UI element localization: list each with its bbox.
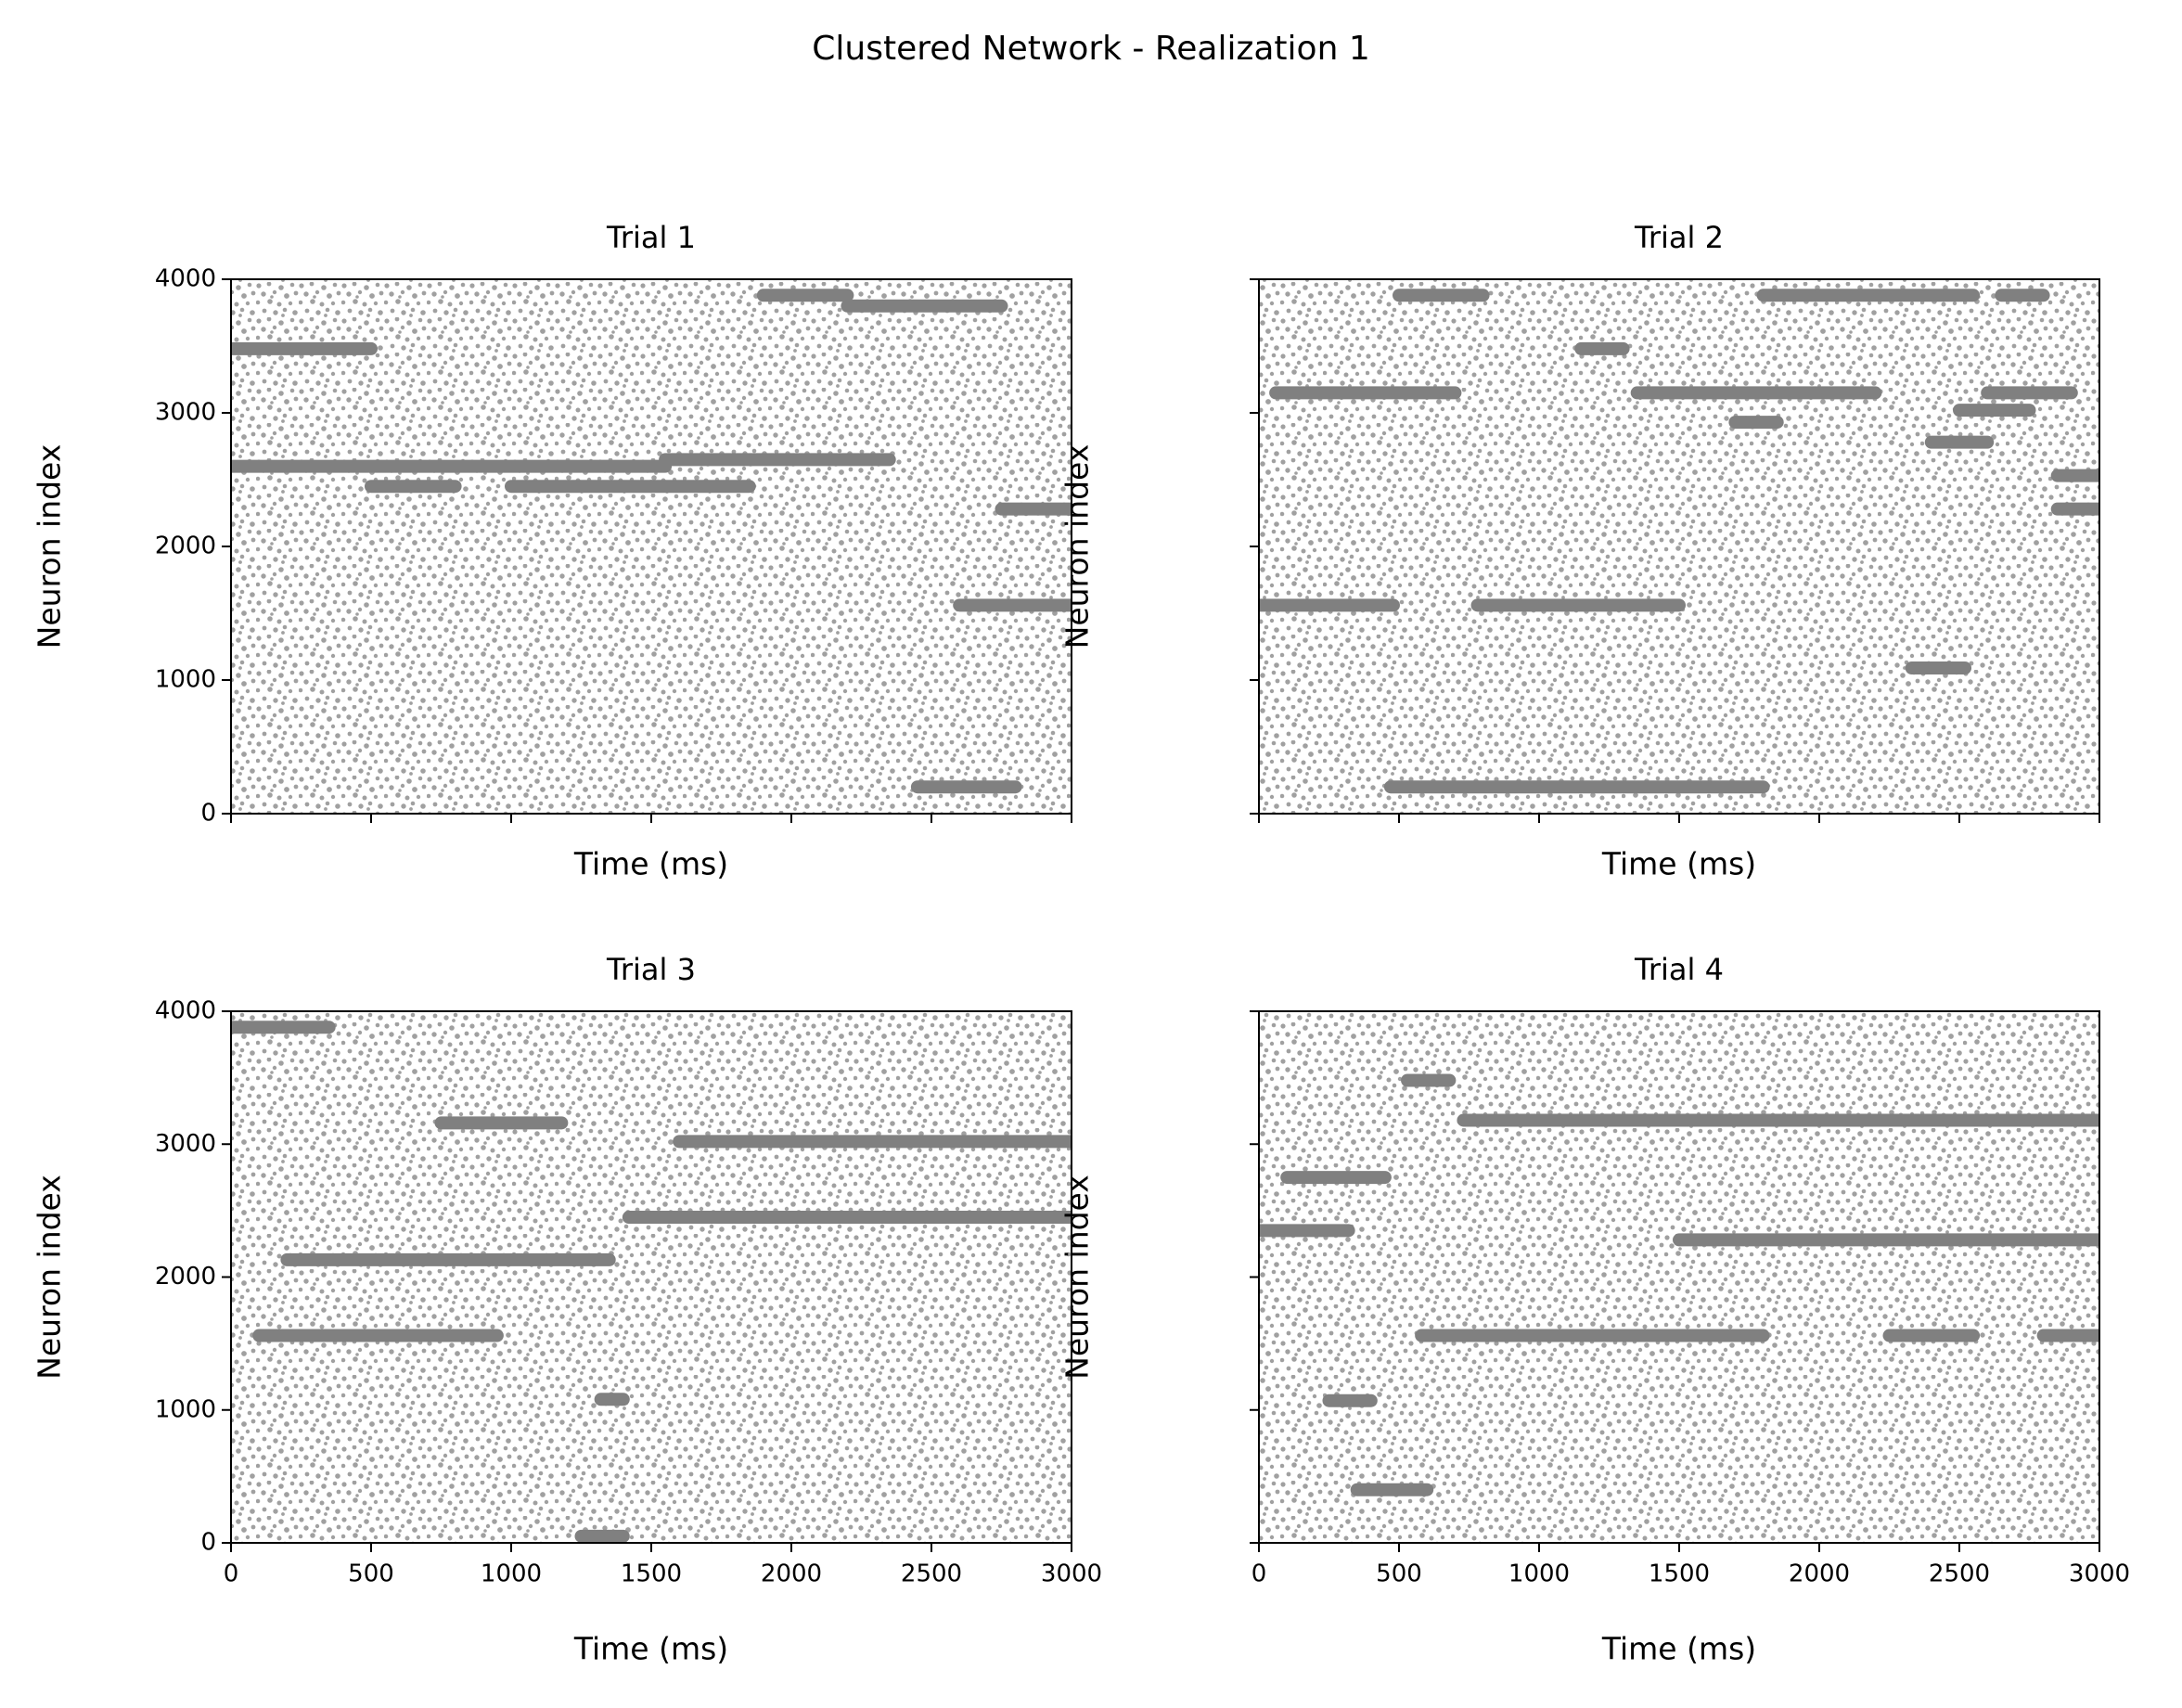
x-tick-label: 0 [1251,1560,1267,1588]
spike-background [231,1011,1072,1543]
y-axis-label: Neuron index [1059,444,1096,649]
x-tick-label: 3000 [1041,1560,1102,1588]
y-tick-label: 1000 [155,666,216,694]
y-tick-label: 3000 [155,1130,216,1158]
x-tick-label: 500 [1376,1560,1422,1588]
y-tick-label: 0 [200,1529,216,1557]
y-axis-label: Neuron index [32,1175,68,1380]
segments [1259,289,2099,794]
spike-background [231,279,1072,814]
y-axis-label: Neuron index [32,444,68,649]
x-tick-label: 2000 [761,1560,822,1588]
y-tick-label: 2000 [155,533,216,560]
x-tick-label: 2000 [1789,1560,1850,1588]
spike-background [1259,1011,2099,1543]
x-axis-label: Time (ms) [1601,1631,1756,1667]
x-axis-label: Time (ms) [573,1631,728,1667]
x-tick-label: 1500 [1649,1560,1710,1588]
subplot: Trial 2 Time (ms) Neuron index [1059,220,2100,882]
figure-title: Clustered Network - Realization 1 [812,30,1370,68]
y-axis-label: Neuron index [1059,1175,1096,1380]
x-axis-label: Time (ms) [573,846,728,882]
subplot-title: Trial 1 [606,220,696,255]
x-tick-label: 500 [348,1560,394,1588]
segments [1259,1073,2099,1496]
segments [231,1021,1072,1543]
y-tick-label: 3000 [155,399,216,427]
subplot: 0 500 1000 1500 2000 2500 3000 Trial 4 Time (ms)… [1059,952,2131,1667]
x-axis-label: Time (ms) [1601,846,1756,882]
x-tick-label: 2500 [901,1560,962,1588]
subplot: 0 500 1000 1500 2000 2500 3000 0 1000 2000 3000 400… [32,952,1103,1667]
x-tick-label: 3000 [2069,1560,2130,1588]
x-tick-label: 2500 [1929,1560,1990,1588]
x-tick-label: 0 [224,1560,239,1588]
subplot: 0 1000 2000 3000 4000 Trial 1 Time (ms) Neuron … [32,220,1072,882]
y-tick-label: 1000 [155,1395,216,1423]
x-tick-label: 1000 [481,1560,542,1588]
x-tick-label: 1000 [1508,1560,1570,1588]
segments [231,289,1072,794]
subplot-title: Trial 2 [1634,220,1724,255]
spike-background [1259,279,2099,814]
y-tick-label: 4000 [155,265,216,293]
subplot-title: Trial 4 [1634,952,1724,987]
subplot-title: Trial 3 [606,952,696,987]
y-tick-label: 2000 [155,1263,216,1291]
x-tick-label: 1500 [621,1560,682,1588]
y-tick-label: 0 [200,800,216,828]
y-tick-label: 4000 [155,997,216,1025]
